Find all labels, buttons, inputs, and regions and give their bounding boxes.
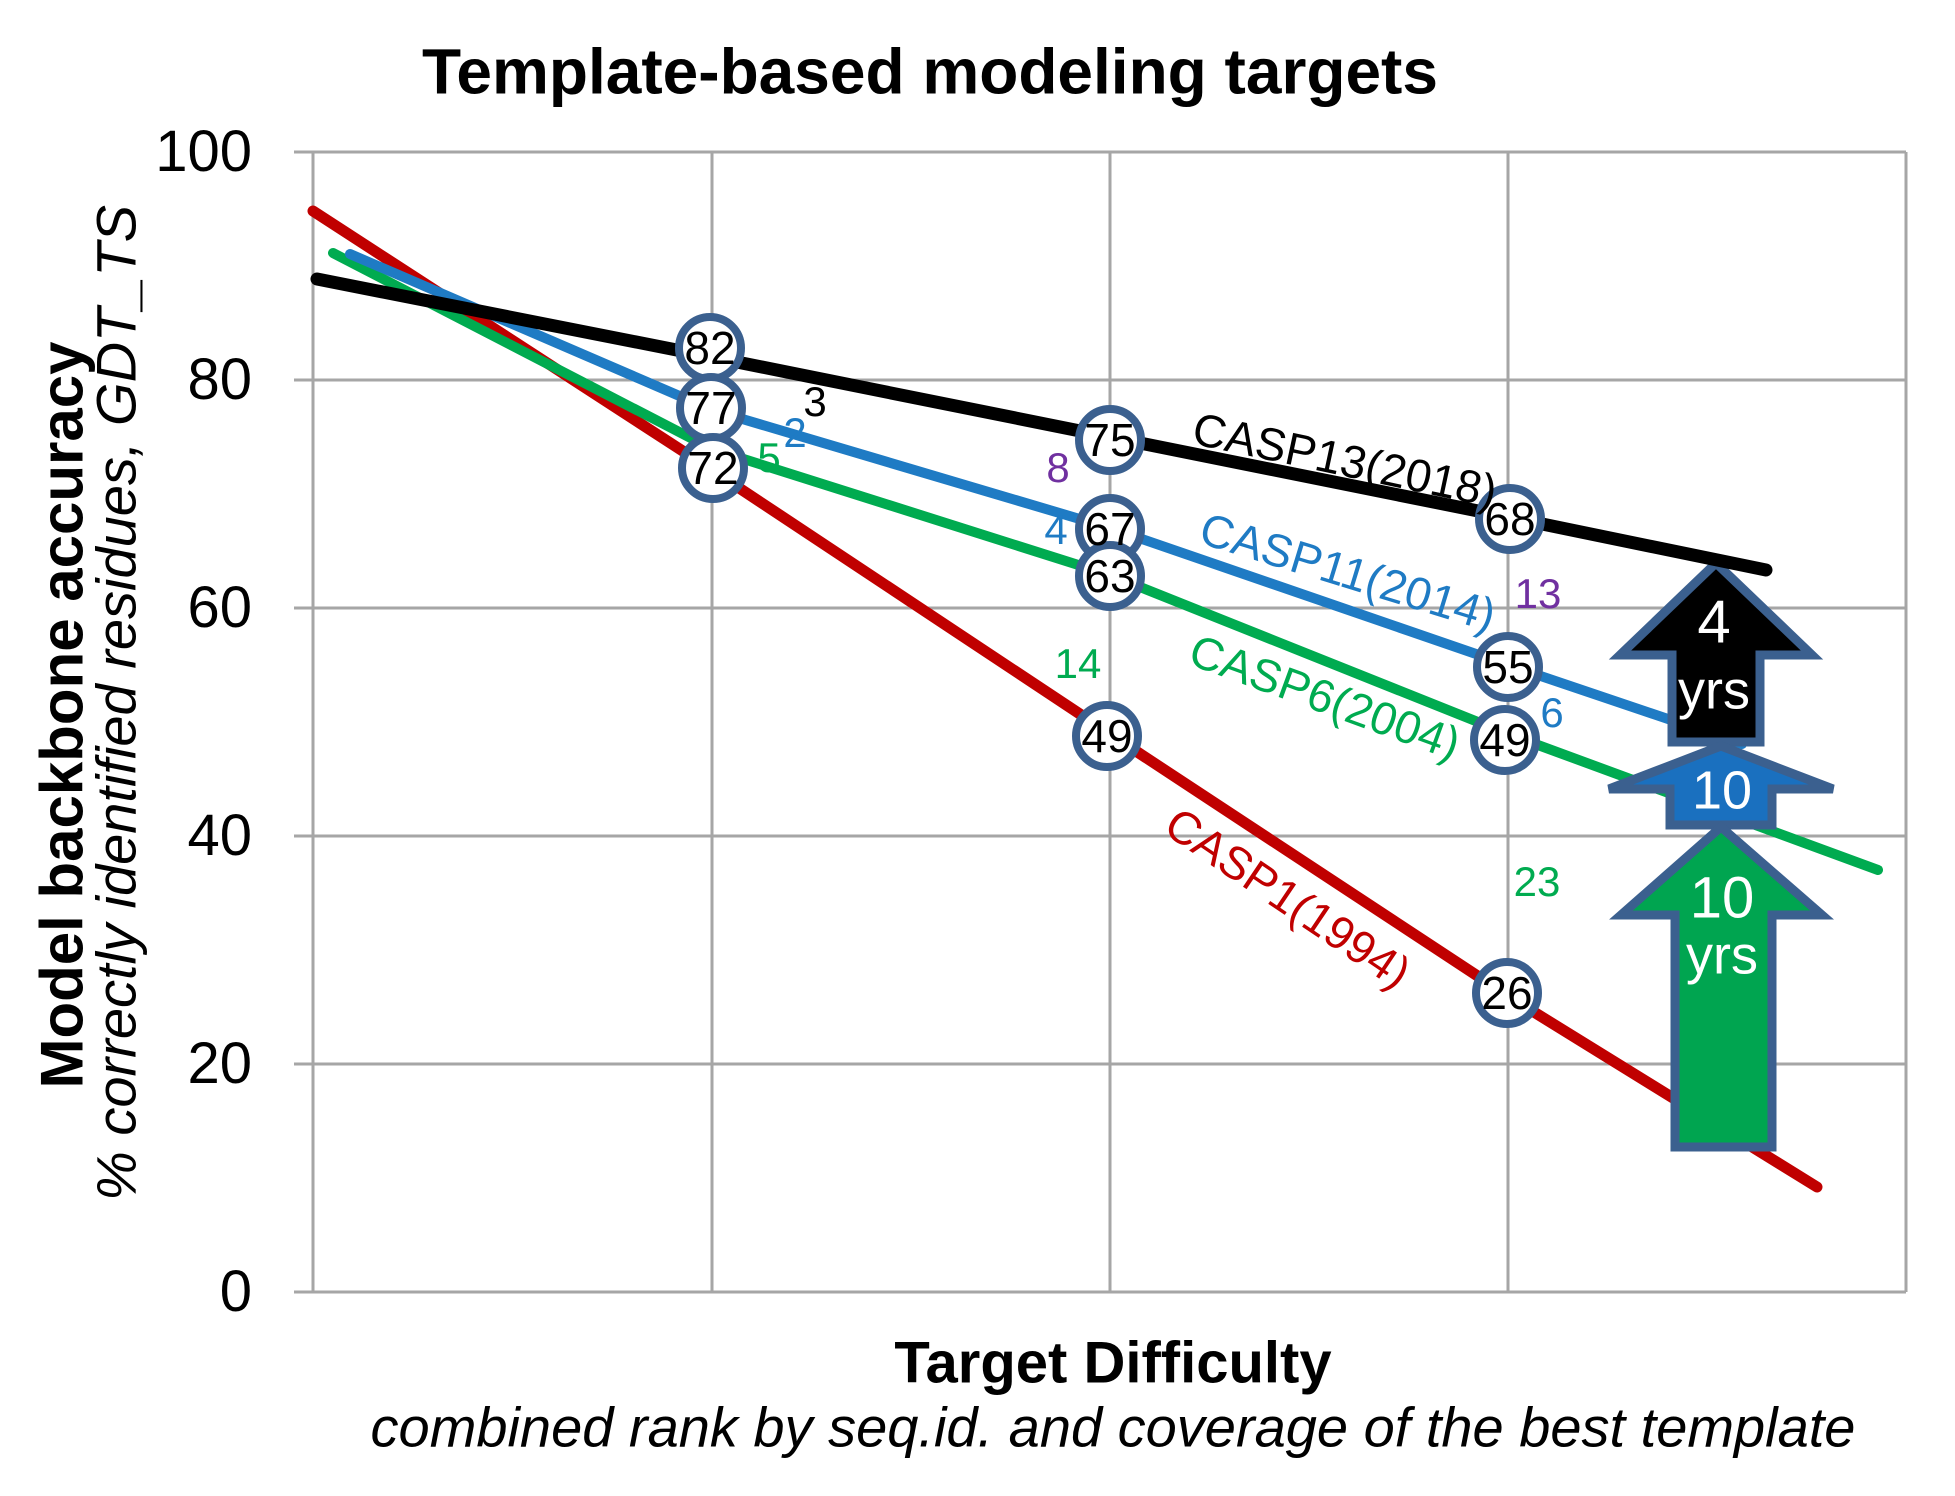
point-value-77: 77	[685, 381, 737, 434]
gap-label-3: 3	[803, 377, 827, 425]
y-tick-0: 0	[219, 1259, 252, 1324]
point-value-49-right: 49	[1479, 713, 1531, 766]
y-tick-80: 80	[187, 347, 252, 412]
point-value-26: 26	[1481, 966, 1533, 1019]
y-tick-100: 100	[155, 119, 252, 184]
gap-label-5: 5	[757, 433, 781, 481]
point-value-72: 72	[687, 441, 739, 494]
gap-label-13: 13	[1514, 569, 1562, 617]
y-tick-40: 40	[187, 803, 252, 868]
casp13-trend-line	[310, 272, 1773, 577]
point-value-68: 68	[1484, 492, 1536, 545]
green-arrow-10yrs	[1609, 821, 1835, 1152]
gap-label-4: 4	[1044, 505, 1068, 553]
blue-arrow-value: 10	[1691, 760, 1753, 821]
point-value-75: 75	[1084, 413, 1136, 466]
gap-label-6: 6	[1540, 688, 1564, 736]
point-value-63: 63	[1084, 549, 1136, 602]
y-tick-60: 60	[187, 575, 252, 640]
gap-label-8: 8	[1046, 443, 1070, 491]
x-axis-title-bold: Target Difficulty	[894, 1330, 1332, 1396]
improvement-arrows	[1607, 556, 1835, 1152]
point-value-55: 55	[1482, 640, 1534, 693]
y-tick-20: 20	[187, 1031, 252, 1096]
gap-label-23: 23	[1513, 857, 1561, 905]
x-axis-title-italic: combined rank by seq.id. and coverage of…	[370, 1395, 1856, 1459]
black-arrow-unit: yrs	[1678, 660, 1750, 721]
point-value-82: 82	[684, 321, 736, 374]
gap-label-2: 2	[783, 408, 807, 456]
gap-label-14: 14	[1054, 639, 1102, 687]
point-value-49-mid: 49	[1081, 709, 1133, 762]
point-value-67: 67	[1084, 502, 1136, 555]
black-arrow-value: 4	[1697, 588, 1731, 656]
black-arrow-4yrs	[1608, 556, 1824, 747]
data-point-circles	[675, 313, 1545, 1028]
chart-title: Template-based modeling targets	[422, 35, 1438, 108]
green-arrow-unit: yrs	[1686, 925, 1758, 986]
green-arrow-value: 10	[1689, 865, 1755, 931]
